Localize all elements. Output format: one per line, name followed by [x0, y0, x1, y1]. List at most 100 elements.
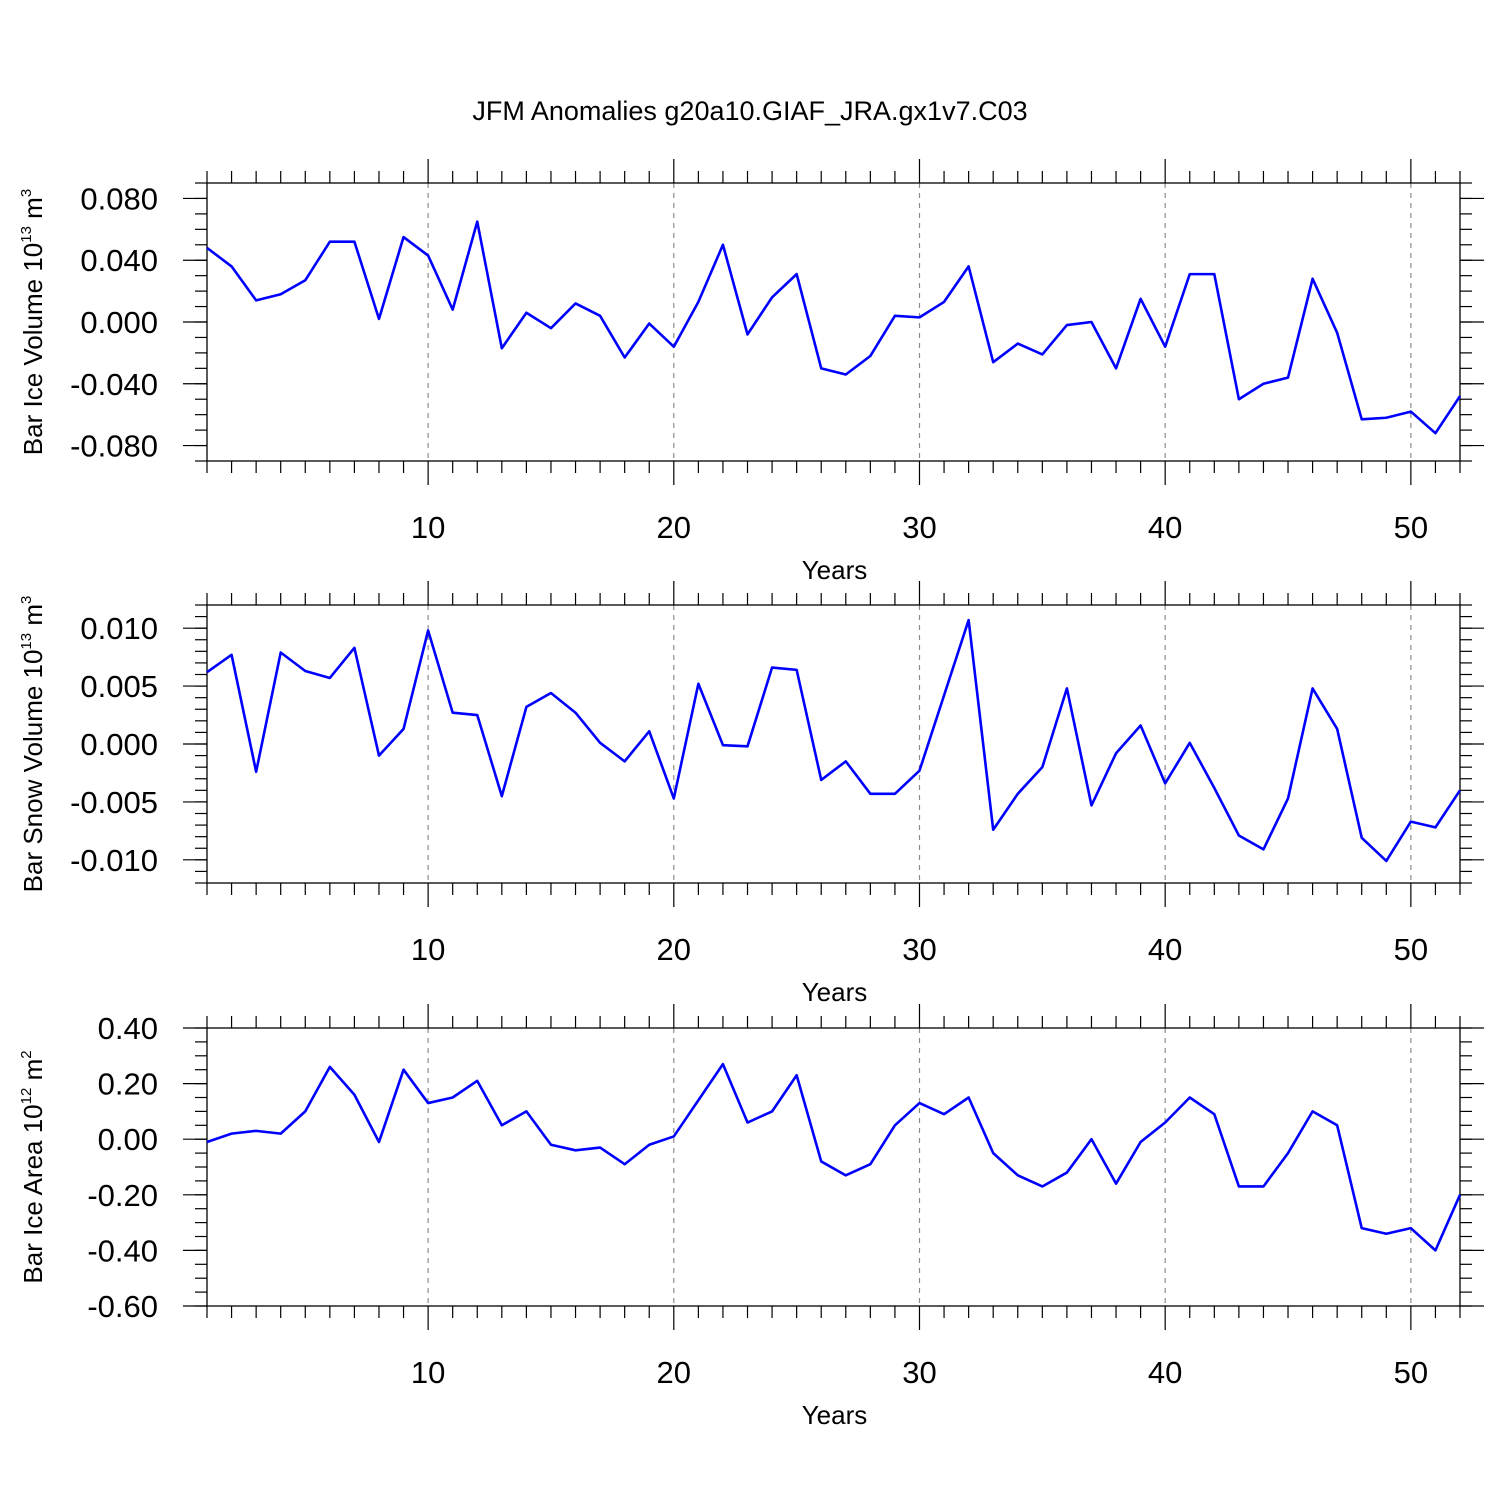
data-point: [205, 246, 209, 250]
data-point: [1163, 345, 1167, 349]
data-point: [1286, 796, 1290, 800]
data-point: [696, 300, 700, 304]
data-point: [1384, 859, 1388, 863]
data-point: [1016, 1173, 1020, 1177]
y-axis-title-part: Bar Ice Volume 10: [18, 243, 48, 455]
panels: -0.080 -0.040 0.000 0.040 0.080 10 20 30 40 50 Yea…: [18, 159, 1484, 1430]
data-point: [991, 1151, 995, 1155]
data-point: [893, 1123, 897, 1127]
y-tick-label: -0.080: [70, 429, 158, 464]
data-point: [451, 711, 455, 715]
data-point: [746, 1121, 750, 1125]
x-tick-label: 40: [1148, 932, 1182, 967]
data-point: [1261, 382, 1265, 386]
x-tick-label: 20: [657, 1355, 691, 1390]
panel-ice-area: -0.60 -0.40 -0.20 0.00 0.20 0.40 10 20 30 40 50 Yea…: [18, 1004, 1484, 1430]
data-point: [1433, 431, 1437, 435]
data-point: [352, 646, 356, 650]
data-point: [254, 1129, 258, 1133]
x-tick-label: 30: [902, 1355, 936, 1390]
data-point: [1212, 1112, 1216, 1116]
x-tick-label: 50: [1394, 510, 1428, 545]
data-point: [524, 705, 528, 709]
y-axis-title-superscript: 3: [18, 596, 35, 604]
data-point: [1286, 1151, 1290, 1155]
x-tick-label: 20: [657, 510, 691, 545]
y-axis-title-part: Bar Snow Volume 10: [18, 650, 48, 893]
y-tick-label: 0.000: [80, 727, 158, 762]
data-point: [574, 1148, 578, 1152]
y-tick-label: 0.040: [80, 243, 158, 278]
data-point: [795, 272, 799, 276]
data-point: [1335, 727, 1339, 731]
data-point: [1114, 751, 1118, 755]
data-point: [1458, 1193, 1462, 1197]
data-point: [917, 769, 921, 773]
data-point: [721, 243, 725, 247]
data-point: [303, 278, 307, 282]
data-point: [1212, 272, 1216, 276]
data-point: [1163, 781, 1167, 785]
data-point: [230, 1132, 234, 1136]
data-point: [205, 1140, 209, 1144]
data-point: [1016, 792, 1020, 796]
data-point: [475, 220, 479, 224]
y-axis-title-superscript: 3: [18, 189, 35, 197]
y-axis-title-part: Bar Ice Area 10: [18, 1104, 48, 1283]
data-point: [770, 1109, 774, 1113]
data-point: [1261, 847, 1265, 851]
data-point: [1433, 825, 1437, 829]
data-point: [623, 1162, 627, 1166]
data-point: [1409, 1226, 1413, 1230]
data-point: [549, 1143, 553, 1147]
y-axis-title: Bar Ice Area 1012 m2: [18, 1050, 48, 1283]
y-axis-title-part: m: [18, 197, 48, 226]
data-point: [1040, 1184, 1044, 1188]
data-point: [1188, 741, 1192, 745]
data-point: [795, 668, 799, 672]
data-point: [819, 778, 823, 782]
y-tick-label: -0.010: [70, 843, 158, 878]
y-axis-title-part: m: [18, 1059, 48, 1088]
data-point: [844, 759, 848, 763]
data-point: [1311, 277, 1315, 281]
data-point: [377, 1140, 381, 1144]
data-point: [377, 754, 381, 758]
data-point: [1040, 352, 1044, 356]
data-point: [524, 311, 528, 315]
data-point: [1458, 394, 1462, 398]
data-point: [1409, 820, 1413, 824]
data-point: [942, 693, 946, 697]
data-point: [1360, 1226, 1364, 1230]
data-point: [868, 354, 872, 358]
data-point: [377, 317, 381, 321]
data-point: [917, 315, 921, 319]
data-point: [1188, 1096, 1192, 1100]
y-tick-label: -0.005: [70, 785, 158, 820]
data-point: [1139, 723, 1143, 727]
y-tick-label: -0.040: [70, 367, 158, 402]
y-tick-label: 0.005: [80, 669, 158, 704]
data-point: [500, 346, 504, 350]
data-point: [254, 298, 258, 302]
data-point: [1139, 1140, 1143, 1144]
data-point: [1065, 686, 1069, 690]
data-point: [1114, 366, 1118, 370]
series-line: [206, 618, 1462, 863]
data-point: [1040, 765, 1044, 769]
data-point: [1212, 786, 1216, 790]
data-point: [1139, 297, 1143, 301]
data-point: [893, 792, 897, 796]
panel-snow-volume: -0.010 -0.005 0.000 0.005 0.010 10 20 30 40 50 Yea…: [18, 581, 1484, 1007]
y-axis-title: Bar Snow Volume 1013 m3: [18, 596, 48, 893]
data-point: [1237, 1184, 1241, 1188]
data-point: [647, 1143, 651, 1147]
data-point: [1089, 803, 1093, 807]
data-point: [328, 676, 332, 680]
data-point: [819, 366, 823, 370]
data-point: [205, 670, 209, 674]
x-axis-title: Years: [802, 1400, 868, 1430]
series-line: [206, 1062, 1462, 1252]
